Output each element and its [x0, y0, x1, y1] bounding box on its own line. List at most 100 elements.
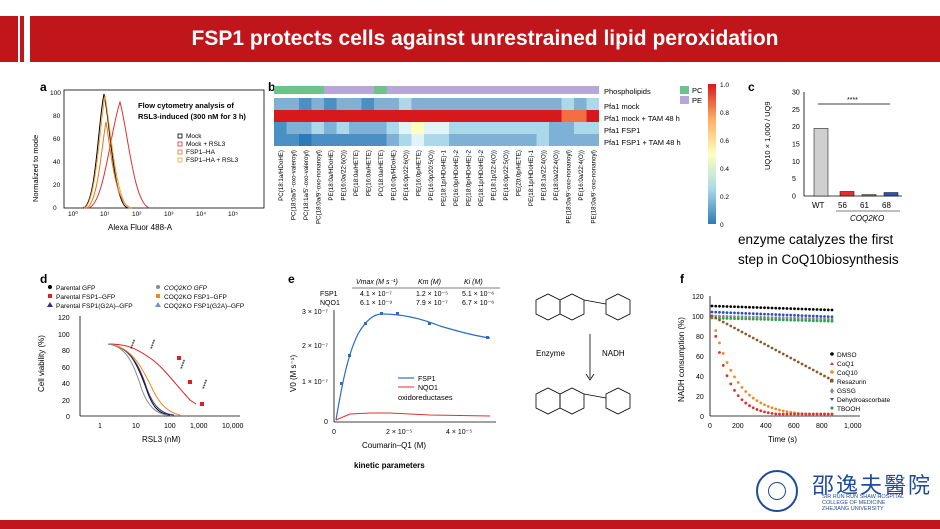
f-point: [748, 317, 751, 321]
heatmap-class-cell: [349, 86, 362, 94]
heatmap-cell: [474, 122, 487, 134]
f-point: [751, 317, 755, 321]
a-legend-0: Mock: [186, 133, 202, 140]
heatmap-cell: [461, 122, 474, 134]
f-point: [748, 305, 751, 309]
heatmap-col-label: PE(20:0p/HETE): [516, 150, 523, 196]
f-point: [710, 314, 714, 318]
heatmap-class-cell: [274, 86, 287, 94]
f-point: [763, 318, 766, 321]
d-curve-coq2-gfp: [107, 343, 169, 416]
heatmap-cell: [561, 134, 574, 146]
d-xtick-0: 1: [98, 423, 102, 430]
f-point: [763, 316, 766, 319]
d-legend-5: COQ2KO FSP1(G2A)–GFP: [164, 303, 244, 310]
b-cbar-tick-0: 1.0: [720, 82, 729, 89]
e-legend-0: FSP1: [418, 376, 436, 383]
heatmap-cell: [574, 134, 587, 146]
f-point: [736, 394, 740, 398]
f-point: [774, 348, 778, 352]
f-point: [781, 412, 785, 416]
f-point: [781, 316, 785, 320]
heatmap-cell: [311, 134, 324, 146]
f-point: [755, 399, 759, 403]
heatmap-cell: [449, 98, 462, 110]
f-legend-marker-4: [830, 388, 834, 394]
f-point: [819, 412, 823, 416]
heatmap-cell: [286, 110, 299, 122]
f-point: [774, 306, 778, 310]
panel-b-letter: b: [268, 80, 276, 94]
heatmap-cell: [324, 98, 337, 110]
e-fsp1-pt-6: [486, 336, 489, 339]
heatmap-class-cell: [474, 86, 487, 94]
heatmap-cell: [499, 110, 512, 122]
heatmap-col-label: PE(16:0a/HETE): [366, 150, 373, 196]
f-point: [736, 328, 740, 332]
f-point: [714, 310, 718, 314]
heatmap-cell: [549, 98, 562, 110]
f-point: [740, 305, 744, 309]
d-ytick-4: 80: [62, 348, 70, 355]
f-point: [759, 317, 763, 321]
d-ytick-5: 100: [58, 332, 70, 339]
f-point: [755, 315, 759, 319]
f-point: [725, 322, 729, 326]
d-ytick-0: 0: [66, 414, 70, 421]
heatmap-cell: [549, 110, 562, 122]
f-point: [815, 412, 819, 416]
f-point: [718, 314, 721, 318]
scheme-arrow-head: [585, 373, 595, 381]
heatmap-class-cell: [461, 86, 474, 94]
f-point: [718, 341, 721, 345]
f-point: [823, 317, 826, 321]
heatmap-class-cell: [499, 86, 512, 94]
f-point: [815, 370, 819, 374]
f-point: [718, 351, 721, 354]
e-legend-note: oxidoreductases: [398, 393, 453, 402]
heatmap-col-label: PC(18:1a/HDoHE): [278, 150, 285, 201]
note-line-2: step in CoQ10biosynthesis: [738, 252, 899, 267]
b-row-label-0: Phospholipids: [604, 87, 651, 96]
heatmap-cell: [499, 98, 512, 110]
d-xlabel: RSL3 (nM): [142, 435, 181, 444]
heatmap-cell: [511, 98, 524, 110]
a-legend-swatch-3: [177, 157, 183, 163]
f-point: [796, 314, 800, 317]
heatmap-cell: [286, 134, 299, 146]
heatmap-cell: [361, 134, 374, 146]
f-point: [815, 319, 819, 323]
e-scheme-nadh: NADH: [602, 349, 625, 358]
f-point: [785, 410, 789, 414]
f-point: [751, 336, 755, 340]
e-legend: FSP1 NQO1 oxidoreductases: [398, 376, 453, 402]
f-point: [789, 412, 793, 416]
f-point: [766, 306, 770, 310]
heatmap-col-label: PC(18:0a/HETE): [378, 150, 385, 196]
a-xtick-2: 10²: [132, 211, 142, 218]
a-hist-fsp1-rsl3: [83, 95, 131, 209]
f-point: [710, 310, 714, 314]
b-row-label-4: Pfa1 FSP1 + TAM 48 h: [604, 138, 681, 147]
f-point: [804, 317, 808, 320]
f-point: [714, 316, 718, 320]
heatmap-cell: [299, 98, 312, 110]
f-point: [721, 320, 725, 324]
f-point: [826, 412, 830, 416]
f-point: [748, 315, 751, 319]
e-header-vmax: Vmax (M s⁻¹): [356, 279, 398, 286]
f-point: [800, 412, 804, 416]
f-point: [718, 310, 721, 314]
f-ylabel: NADH consumption (%): [677, 317, 686, 402]
f-legend-1: CoQ1: [837, 361, 854, 368]
f-point: [770, 318, 774, 321]
slide-title: FSP1 protects cells against unrestrained…: [30, 16, 940, 62]
d-point-fsp1-2: [188, 380, 192, 384]
heatmap-cell: [461, 110, 474, 122]
hospital-name-en-2: COLLEGE OF MEDICINE: [822, 500, 886, 506]
c-bar: [813, 128, 829, 197]
e-xlabel: Coumarin–Q1 (M): [362, 441, 426, 450]
f-point: [830, 308, 834, 312]
f-point: [740, 398, 744, 402]
f-point: [729, 305, 733, 309]
